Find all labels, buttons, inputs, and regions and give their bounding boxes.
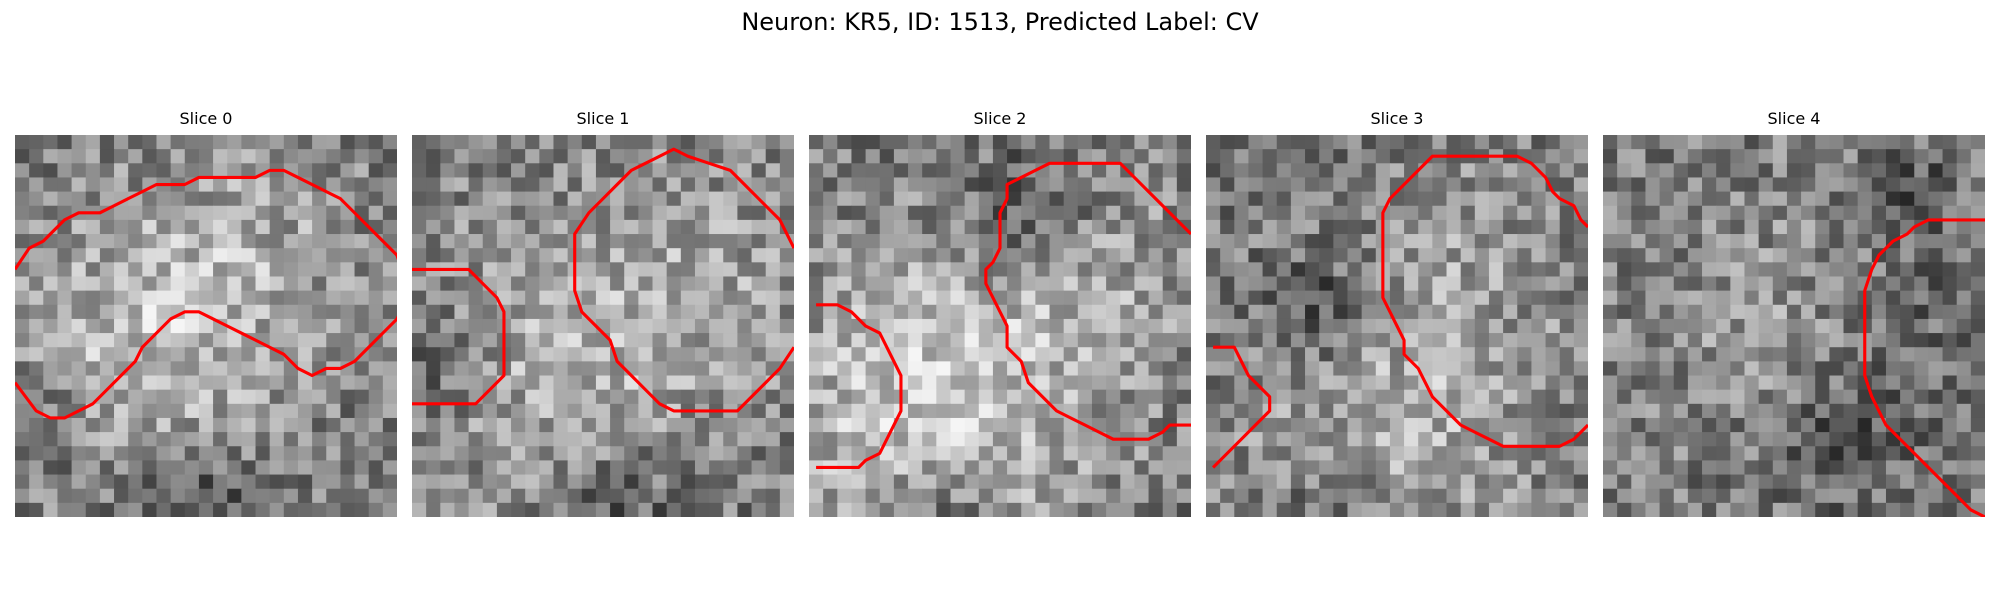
slice-title-0: Slice 0 (179, 109, 233, 128)
slice-image-4 (1603, 135, 1985, 517)
slice-panel-1: Slice 1 (412, 108, 794, 528)
slice-image-1 (412, 135, 794, 517)
contour-line (412, 267, 506, 406)
slice-image-3 (1206, 135, 1588, 517)
contour-line (1211, 345, 1272, 469)
slice-panel-0: Slice 0 (15, 108, 397, 528)
slice-title-1: Slice 1 (576, 109, 630, 128)
slice-image-0 (15, 135, 397, 517)
contour-line (573, 147, 794, 413)
slice-title-3: Slice 3 (1370, 109, 1424, 128)
figure-title: Neuron: KR5, ID: 1513, Predicted Label: … (741, 8, 1259, 36)
slice-title-2: Slice 2 (973, 109, 1027, 128)
slice-image-2 (809, 135, 1191, 517)
slice-panel-3: Slice 3 (1206, 108, 1588, 528)
contour-line (15, 168, 397, 420)
slice-panel-4: Slice 4 (1603, 108, 1985, 528)
contour-line (1863, 218, 1985, 517)
slice-panel-2: Slice 2 (809, 108, 1191, 528)
contour-line (984, 161, 1191, 441)
contour-line (1381, 154, 1588, 448)
slice-title-4: Slice 4 (1767, 109, 1821, 128)
contour-line (816, 303, 903, 470)
